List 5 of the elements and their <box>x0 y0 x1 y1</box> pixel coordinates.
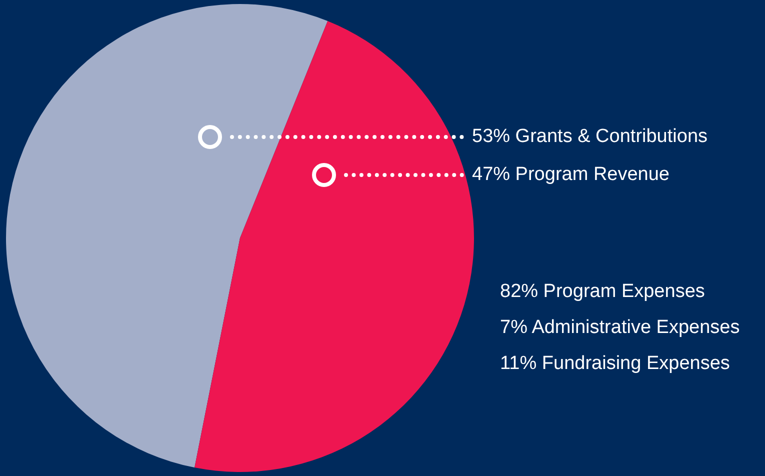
slice-label: 47% Program Revenue <box>472 163 670 187</box>
text: 7% Administrative Expenses <box>500 316 740 340</box>
slice-label: 53% Grants & Contributions <box>472 125 708 149</box>
text: 11% Fundraising Expenses <box>500 352 730 376</box>
text: 82% Program Expenses <box>500 280 705 304</box>
